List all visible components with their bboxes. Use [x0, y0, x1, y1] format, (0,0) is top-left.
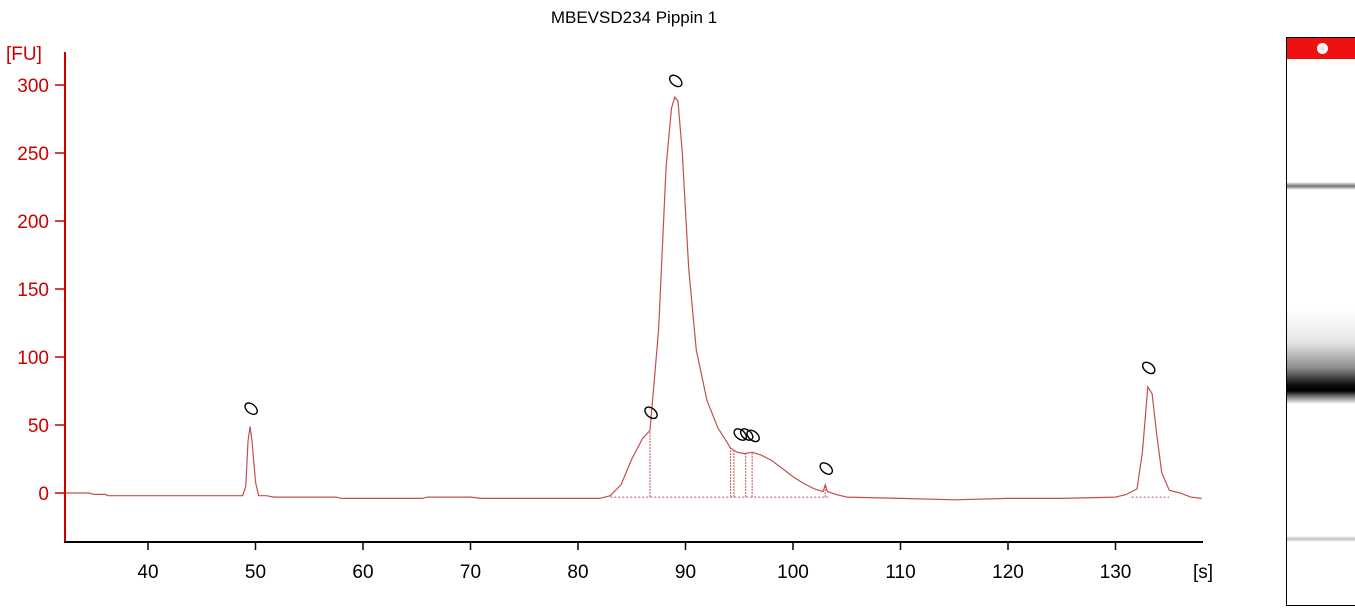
x-tick-label: 60 — [352, 562, 373, 583]
x-tick-label: 90 — [675, 562, 696, 583]
gel-band-lower-marker — [1287, 536, 1355, 542]
y-tick-label: 100 — [17, 348, 49, 369]
axes: [FU] [s] 0 50 100 150 200 250 300 40 50 60 70 80 90 1… — [6, 44, 1213, 583]
x-tick-label: 50 — [245, 562, 266, 583]
peak-marker — [244, 402, 258, 416]
x-tick-label: 80 — [567, 562, 588, 583]
x-tick-label: 130 — [1100, 562, 1132, 583]
peak-marker — [746, 429, 760, 443]
y-axis-label: [FU] — [6, 44, 42, 65]
gel-lane-header — [1287, 38, 1355, 59]
gel-lane-image — [1286, 37, 1355, 606]
chart-title: MBEVSD234 Pippin 1 — [551, 8, 717, 27]
y-tick-label: 150 — [17, 280, 49, 301]
peak-marker — [1141, 361, 1156, 375]
peak-marker — [644, 406, 658, 420]
y-tick-label: 0 — [38, 484, 49, 505]
x-tick-label: 70 — [460, 562, 481, 583]
x-tick-label: 120 — [992, 562, 1024, 583]
baseline-layer — [610, 430, 1170, 498]
y-tick-label: 250 — [17, 144, 49, 165]
gel-band-upper-marker — [1287, 182, 1355, 190]
electropherogram-chart: MBEVSD234 Pippin 1 [FU] [s] 0 50 100 150 200… — [6, 8, 1213, 583]
gel-bands — [1287, 182, 1355, 542]
y-tick-label: 50 — [28, 416, 49, 437]
x-tick-label: 110 — [885, 562, 915, 583]
peak-markers — [244, 74, 1156, 475]
y-tick-label: 300 — [17, 76, 49, 97]
x-axis-label: [s] — [1193, 562, 1213, 583]
trace-layer — [62, 95, 1202, 501]
gel-band-smear — [1287, 309, 1355, 404]
peak-marker — [668, 74, 683, 88]
signal-trace — [62, 95, 1202, 501]
peak-marker — [739, 428, 754, 441]
y-tick-label: 200 — [17, 212, 49, 233]
sample-marker-icon — [1317, 43, 1328, 54]
x-tick-label: 40 — [137, 562, 158, 583]
peak-marker — [819, 462, 834, 475]
x-tick-label: 100 — [777, 562, 809, 583]
